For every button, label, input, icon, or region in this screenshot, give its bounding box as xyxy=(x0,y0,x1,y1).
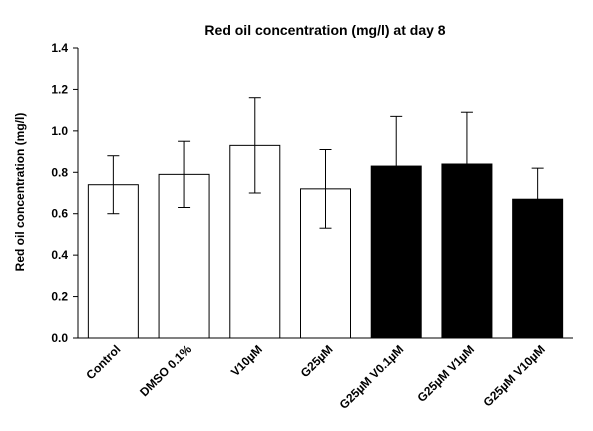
y-tick-label: 0.8 xyxy=(51,165,68,179)
y-axis-label: Red oil concentration (mg/l) xyxy=(13,113,27,272)
category-label: G25µM xyxy=(298,342,336,380)
category-label: G25µM V0.1µM xyxy=(337,342,407,412)
category-label: DMSO 0.1% xyxy=(137,342,194,399)
y-tick-label: 0.0 xyxy=(51,331,68,345)
y-tick-label: 1.4 xyxy=(51,41,68,55)
category-label: V10µM xyxy=(228,342,265,379)
y-tick-label: 0.2 xyxy=(51,290,68,304)
y-axis-ticks: 0.0 0.2 0.4 0.6 0.8 1.0 1.2 1.4 xyxy=(51,41,78,345)
category-label: G25µM V1µM xyxy=(414,342,477,405)
category-labels: Control DMSO 0.1% V10µM G25µM G25µM V0.1µM G2… xyxy=(83,342,547,412)
category-label: G25µM V10µM xyxy=(480,342,547,409)
y-tick-label: 0.6 xyxy=(51,207,68,221)
y-tick-label: 1.2 xyxy=(51,82,68,96)
category-label: Control xyxy=(83,342,123,382)
y-tick-label: 0.4 xyxy=(51,248,68,262)
y-tick-label: 1.0 xyxy=(51,124,68,138)
error-bars-group xyxy=(107,97,544,231)
chart-title: Red oil concentration (mg/l) at day 8 xyxy=(204,22,445,38)
bar-4 xyxy=(300,188,351,339)
